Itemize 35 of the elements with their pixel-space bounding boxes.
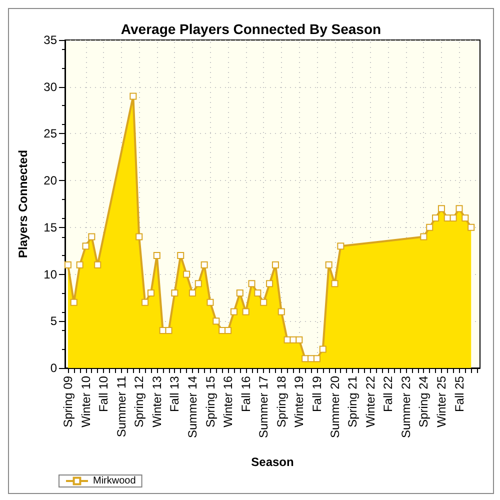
x-tick-label: Fall 19 (310, 376, 324, 412)
x-tick-label: Spring 24 (416, 376, 431, 428)
x-tick-label: Fall 13 (168, 376, 182, 412)
x-tick-label: Fall 10 (96, 376, 111, 412)
x-tick-label: Summer 23 (398, 376, 413, 438)
y-tick-label: 35 (44, 33, 58, 47)
x-tick-label: Fall 16 (238, 376, 253, 412)
x-tick-label: Spring 18 (274, 376, 288, 428)
y-tick-label: 15 (44, 220, 58, 234)
x-tick-label: Winter 22 (363, 376, 378, 428)
y-tick-label: 0 (50, 361, 58, 375)
x-tick-label: Winter 16 (221, 376, 236, 428)
x-tick-label: Spring 09 (60, 376, 75, 428)
x-tick-label: Summer 17 (256, 376, 271, 438)
x-tick-label: Winter 19 (292, 376, 306, 428)
chart-title: Average Players Connected By Season (120, 21, 382, 37)
x-tick-label: Winter 10 (78, 376, 93, 428)
x-tick-label: Fall 25 (452, 376, 466, 412)
y-axis-title: Players Connected (16, 150, 30, 258)
y-tick-label: 25 (44, 126, 58, 141)
x-tick-label: Summer 11 (114, 376, 128, 438)
x-tick-label: Spring 21 (346, 376, 360, 428)
x-tick-label: Fall 22 (381, 376, 396, 412)
legend-label: Mirkwood (93, 476, 136, 486)
x-tick-label: Spring 12 (132, 376, 146, 428)
x-tick-label: Spring 15 (203, 376, 218, 428)
y-tick-label: 5 (50, 314, 58, 328)
x-tick-label: Winter 13 (150, 376, 164, 428)
x-tick-label: Winter 25 (434, 376, 448, 428)
y-tick-label: 20 (44, 174, 58, 188)
x-axis-title: Season (251, 455, 294, 469)
y-tick-label: 10 (44, 267, 58, 282)
y-tick-label: 30 (44, 80, 58, 94)
x-tick-label: Summer 14 (185, 376, 200, 438)
x-tick-label: Summer 20 (328, 376, 342, 438)
